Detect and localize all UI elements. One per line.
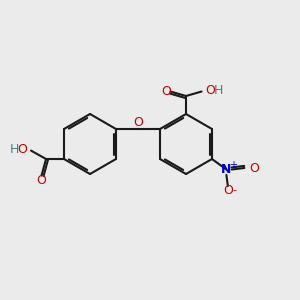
Text: +: + bbox=[229, 160, 237, 170]
Text: H: H bbox=[214, 84, 223, 98]
Text: O: O bbox=[249, 161, 259, 175]
Text: O: O bbox=[161, 85, 171, 98]
Text: O: O bbox=[133, 116, 143, 129]
Text: O: O bbox=[37, 174, 46, 188]
Text: H: H bbox=[10, 142, 20, 156]
Text: O: O bbox=[17, 142, 27, 156]
Text: -: - bbox=[232, 184, 236, 195]
Text: O: O bbox=[205, 84, 215, 98]
Text: N: N bbox=[221, 163, 232, 176]
Text: O: O bbox=[224, 184, 233, 197]
